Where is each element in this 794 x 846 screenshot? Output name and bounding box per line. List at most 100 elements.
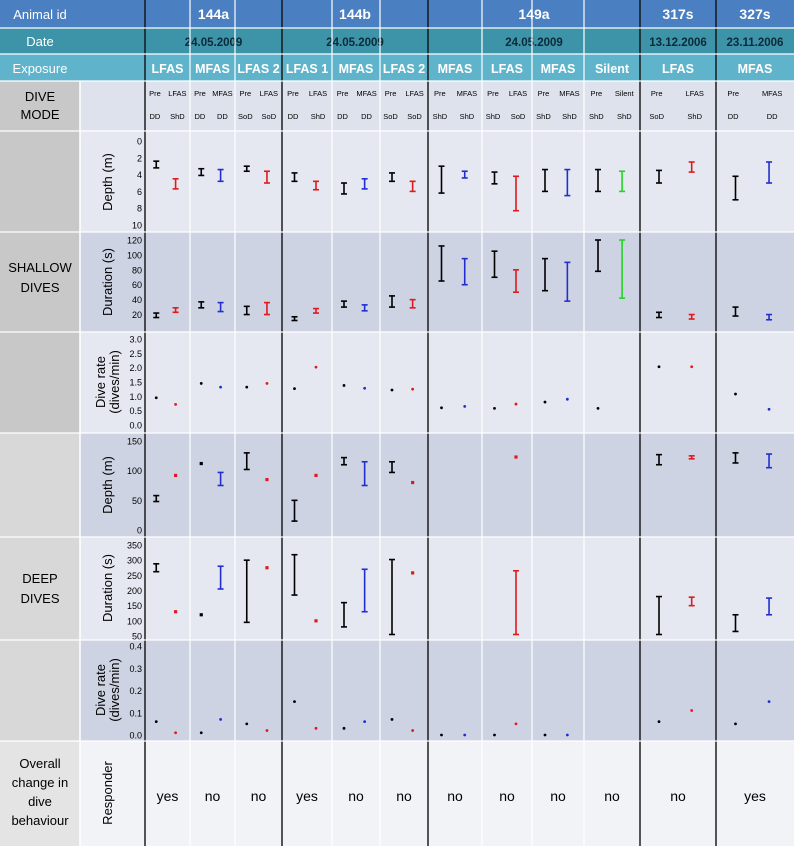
exposure-144b-3: LFAS 1 xyxy=(286,62,328,76)
errorbar-pre-deep_duration xyxy=(656,595,662,636)
errorbar-exp-shallow_depth xyxy=(172,178,179,190)
deep-duration-ylabel: Duration (s) xyxy=(100,554,115,622)
errorbar-exp-shallow_duration xyxy=(361,304,368,312)
errorbar-pre-deep_depth xyxy=(732,452,739,464)
errorbar-pre-shallow_duration xyxy=(243,305,250,316)
shallow-duration-ylabel: Duration (s) xyxy=(100,248,115,316)
mode-exp-label: LFAS xyxy=(405,89,423,98)
mode-exp-label: MFAS xyxy=(356,89,376,98)
rate-point-exp-deep_rate xyxy=(363,720,367,724)
shallow_rate-tick: 2.5 xyxy=(129,349,142,359)
shallow_depth-tick: 4 xyxy=(137,170,142,180)
rate-point-exp-shallow_rate xyxy=(463,404,467,408)
rate-point-exp-shallow_rate xyxy=(265,382,269,385)
mode-exp-label: Silent xyxy=(615,89,635,98)
dive-mode-row xyxy=(80,81,794,131)
mode-pre-label: Pre xyxy=(194,89,206,98)
deep_duration-tick: 150 xyxy=(127,601,142,611)
mode-exp-value: SoD xyxy=(407,112,422,121)
rate-point-exp-shallow_rate xyxy=(565,397,569,401)
overall-change-label: dive xyxy=(28,794,52,809)
mode-pre-label: Pre xyxy=(385,89,397,98)
shallow_rate-tick: 2.0 xyxy=(129,363,142,373)
errorbar-pre-shallow_duration xyxy=(595,239,601,273)
rate-point-exp-shallow_rate xyxy=(363,386,367,390)
errorbar-pre-deep_duration xyxy=(153,563,160,573)
deep_duration-tick: 300 xyxy=(127,556,142,566)
rate-point-pre-deep_rate xyxy=(493,733,496,737)
rate-point-exp-shallow_rate xyxy=(411,387,415,391)
errorbar-exp-shallow_depth xyxy=(619,170,626,193)
rate-point-exp-shallow_rate xyxy=(514,402,518,406)
mode-exp-value: DD xyxy=(361,112,372,121)
animal-id-144b: 144b xyxy=(339,6,371,22)
errorbar-exp-deep_duration xyxy=(766,597,773,616)
mode-pre-label: Pre xyxy=(149,89,161,98)
mode-exp-label: MFAS xyxy=(457,89,477,98)
responder-317s-10: no xyxy=(670,788,686,804)
mode-pre-value: DD xyxy=(337,112,348,121)
errorbar-pre-shallow_depth xyxy=(243,165,250,173)
mode-exp-value: DD xyxy=(767,112,778,121)
errorbar-exp-shallow_depth xyxy=(688,161,695,173)
errorbar-exp-shallow_duration xyxy=(766,313,773,321)
rate-point-pre-deep_rate xyxy=(543,733,547,737)
errorbar-exp-deep_depth xyxy=(174,473,178,478)
rate-point-exp-deep_rate xyxy=(514,722,518,726)
errorbar-pre-shallow_duration xyxy=(153,312,160,319)
dive-mode-label-cell xyxy=(0,81,80,131)
mode-pre-label: Pre xyxy=(337,89,349,98)
exposure-149a-6: MFAS xyxy=(438,62,473,76)
mode-exp-label: MFAS xyxy=(559,89,579,98)
rate-point-pre-shallow_rate xyxy=(154,396,158,400)
responder-144b-3: yes xyxy=(296,788,318,804)
overall-change-label: behaviour xyxy=(11,813,69,828)
rate-point-pre-shallow_rate xyxy=(199,382,203,385)
shallow-depth-ylabel: Depth (m) xyxy=(100,153,115,211)
responder-144b-5: no xyxy=(396,788,412,804)
deep_rate-tick: 0.4 xyxy=(129,642,142,652)
errorbar-pre-shallow_depth xyxy=(153,160,160,169)
shallow_duration-tick: 60 xyxy=(132,280,142,290)
errorbar-pre-shallow_duration xyxy=(542,257,548,292)
rate-point-pre-deep_rate xyxy=(293,700,296,704)
errorbar-exp-shallow_depth xyxy=(766,161,773,184)
shallow_rate-tick: 1.0 xyxy=(129,392,142,402)
errorbar-exp-deep_duration xyxy=(314,619,318,623)
mode-pre-value: ShD xyxy=(589,112,604,121)
rate-point-exp-deep_rate xyxy=(565,733,569,737)
errorbar-pre-deep_depth xyxy=(389,460,395,474)
dive-mode-header: MODE xyxy=(21,107,60,122)
deep_rate-tick: 0.1 xyxy=(129,708,142,718)
errorbar-exp-deep_depth xyxy=(766,453,773,469)
mode-pre-value: ShD xyxy=(486,112,501,121)
errorbar-exp-deep_depth xyxy=(688,455,695,460)
deep_rate-tick: 0.0 xyxy=(129,731,142,741)
rate-point-pre-shallow_rate xyxy=(390,388,394,392)
rate-point-pre-deep_rate xyxy=(199,731,203,735)
shallow_rate-tick: 3.0 xyxy=(129,335,142,345)
errorbar-pre-deep_depth xyxy=(243,452,250,471)
responder-144a-2: no xyxy=(251,788,267,804)
errorbar-pre-shallow_depth xyxy=(491,171,498,185)
exposure-149a-8: MFAS xyxy=(541,62,576,76)
errorbar-exp-deep_duration xyxy=(174,610,178,614)
errorbar-exp-deep_depth xyxy=(314,473,318,478)
errorbar-pre-shallow_depth xyxy=(595,168,601,193)
errorbar-pre-deep_depth xyxy=(153,494,160,503)
mode-exp-value: SoD xyxy=(511,112,526,121)
errorbar-exp-shallow_duration xyxy=(461,257,468,286)
mode-pre-value: SoD xyxy=(649,112,664,121)
errorbar-pre-shallow_duration xyxy=(656,311,662,319)
mode-exp-label: LFAS xyxy=(260,89,278,98)
deep_duration-tick: 50 xyxy=(132,632,142,642)
rate-point-exp-deep_rate xyxy=(463,733,467,737)
errorbar-exp-shallow_depth xyxy=(409,180,416,193)
errorbar-pre-deep_duration xyxy=(389,558,395,636)
animal-id-149a: 149a xyxy=(518,6,549,22)
deep_depth-tick: 0 xyxy=(137,526,142,536)
errorbar-exp-deep_depth xyxy=(265,477,269,482)
panel-row-s_depth xyxy=(80,131,794,232)
deep-depth-ylabel: Depth (m) xyxy=(100,456,115,514)
errorbar-pre-deep_duration xyxy=(291,553,298,596)
